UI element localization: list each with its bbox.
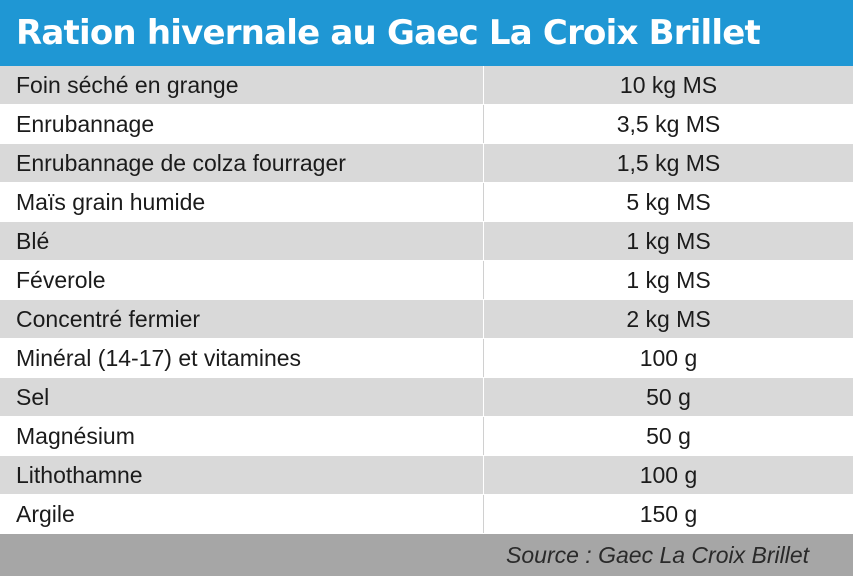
source-footer: Source : Gaec La Croix Brillet bbox=[0, 534, 853, 576]
table-row: Enrubannage 3,5 kg MS bbox=[0, 105, 853, 144]
quantity-cell: 5 kg MS bbox=[626, 188, 711, 215]
quantity-cell: 1 kg MS bbox=[626, 266, 711, 293]
feed-name-cell: Magnésium bbox=[0, 417, 484, 455]
table-title: Ration hivernale au Gaec La Croix Brille… bbox=[16, 13, 761, 53]
table-row: Blé 1 kg MS bbox=[0, 222, 853, 261]
table-row: Magnésium 50 g bbox=[0, 417, 853, 456]
feed-name-cell: Minéral (14-17) et vitamines bbox=[0, 339, 484, 377]
source-note: Source : Gaec La Croix Brillet bbox=[506, 541, 809, 568]
table-row: Sel 50 g bbox=[0, 378, 853, 417]
quantity-cell: 1 kg MS bbox=[626, 227, 711, 254]
table-row: Minéral (14-17) et vitamines 100 g bbox=[0, 339, 853, 378]
quantity-cell: 100 g bbox=[639, 344, 698, 371]
table-row: Maïs grain humide 5 kg MS bbox=[0, 183, 853, 222]
feed-name-cell: Enrubannage de colza fourrager bbox=[0, 144, 484, 182]
feed-name-cell: Féverole bbox=[0, 261, 484, 299]
quantity-cell: 1,5 kg MS bbox=[616, 149, 721, 176]
quantity-cell: 10 kg MS bbox=[619, 71, 718, 98]
table-row: Féverole 1 kg MS bbox=[0, 261, 853, 300]
table-row: Lithothamne 100 g bbox=[0, 456, 853, 495]
feed-name-cell: Concentré fermier bbox=[0, 300, 484, 338]
table-row: Concentré fermier 2 kg MS bbox=[0, 300, 853, 339]
feed-name-cell: Lithothamne bbox=[0, 456, 484, 494]
quantity-cell: 150 g bbox=[639, 500, 698, 527]
quantity-cell: 50 g bbox=[646, 422, 691, 449]
feed-name-cell: Enrubannage bbox=[0, 105, 484, 143]
quantity-cell: 100 g bbox=[639, 461, 698, 488]
title-bar: Ration hivernale au Gaec La Croix Brille… bbox=[0, 0, 853, 66]
table-row: Enrubannage de colza fourrager 1,5 kg MS bbox=[0, 144, 853, 183]
ration-table: Foin séché en grange 10 kg MS Enrubannag… bbox=[0, 66, 853, 534]
quantity-cell: 2 kg MS bbox=[626, 305, 711, 332]
feed-name-cell: Sel bbox=[0, 378, 484, 416]
feed-name-cell: Argile bbox=[0, 495, 484, 533]
table-row: Foin séché en grange 10 kg MS bbox=[0, 66, 853, 105]
feed-name-cell: Foin séché en grange bbox=[0, 66, 484, 104]
feed-name-cell: Blé bbox=[0, 222, 484, 260]
table-row: Argile 150 g bbox=[0, 495, 853, 534]
feed-name-cell: Maïs grain humide bbox=[0, 183, 484, 221]
quantity-cell: 50 g bbox=[646, 383, 691, 410]
quantity-cell: 3,5 kg MS bbox=[616, 110, 721, 137]
